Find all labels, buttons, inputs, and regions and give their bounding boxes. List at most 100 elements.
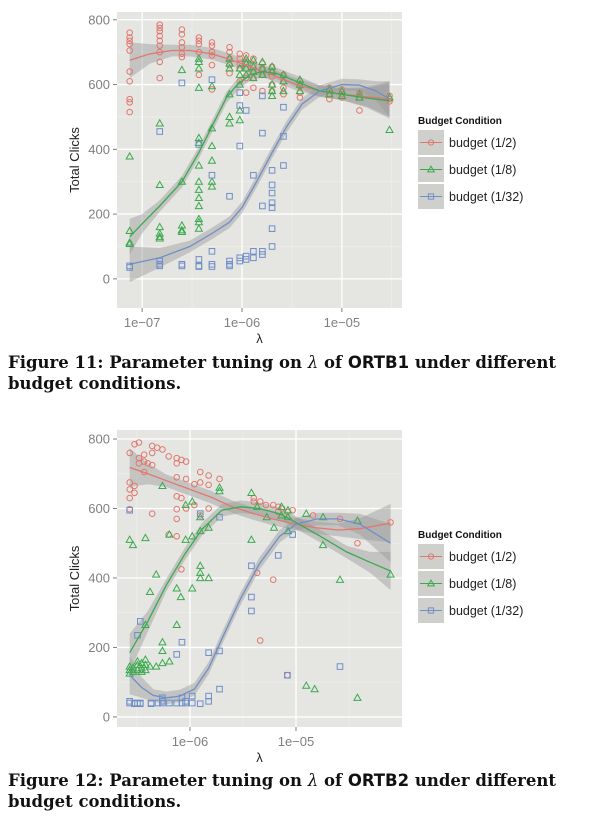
data-point-circle <box>126 47 133 54</box>
data-point-circle <box>195 71 203 79</box>
data-point-square <box>216 513 223 521</box>
data-point-triangle <box>325 89 334 98</box>
data-point-triangle <box>385 125 394 133</box>
data-point-square <box>226 262 233 270</box>
data-point-triangle <box>187 496 197 505</box>
data-point-square <box>236 142 244 150</box>
caption-prefix: Figure 12: <box>8 771 104 790</box>
data-point-square <box>195 141 203 148</box>
data-point-circle <box>126 95 133 103</box>
data-point-circle <box>156 24 164 32</box>
data-point-square <box>226 192 233 200</box>
data-point-circle <box>269 576 277 584</box>
data-point-triangle <box>335 575 345 583</box>
data-point-circle <box>126 494 133 502</box>
legend-key-square <box>427 607 435 614</box>
data-point-triangle <box>141 620 150 628</box>
legend-key-circle <box>427 139 435 146</box>
y-tick-label: 400 <box>88 142 110 157</box>
data-point-circle <box>205 481 212 489</box>
data-point-square <box>126 264 133 271</box>
data-point-circle <box>178 494 185 502</box>
data-point-triangle <box>125 151 135 160</box>
y-tick-label: 0 <box>103 709 110 724</box>
caption-symbol: λ <box>307 771 319 790</box>
data-point-triangle <box>194 160 204 169</box>
data-point-circle <box>178 26 186 33</box>
data-point-triangle <box>177 65 187 74</box>
data-point-circle <box>195 37 203 45</box>
data-point-square <box>126 699 133 707</box>
data-point-triangle <box>301 681 311 689</box>
data-point-circle <box>126 449 133 457</box>
data-point-triangle <box>225 58 234 67</box>
caption-text-c: under different budget conditions. <box>8 353 556 393</box>
data-point-triangle <box>194 201 204 210</box>
data-point-circle <box>148 510 156 518</box>
data-point-circle <box>182 475 190 483</box>
data-point-triangle <box>215 483 224 491</box>
data-point-circle <box>126 479 133 486</box>
data-point-triangle <box>195 526 205 535</box>
data-point-square <box>248 562 255 570</box>
data-point-triangle <box>252 502 262 510</box>
data-point-triangle <box>187 583 197 592</box>
caption-text-b: of <box>323 771 343 790</box>
caption-text-c: under different budget conditions. <box>8 771 556 811</box>
data-point-circle <box>126 108 133 116</box>
legend-key-square <box>427 193 435 200</box>
data-point-circle <box>208 39 216 46</box>
data-point-circle <box>131 489 138 497</box>
data-point-square <box>195 256 203 263</box>
data-point-triangle <box>137 667 146 675</box>
y-tick-label: 600 <box>88 77 110 92</box>
legend-key-circle <box>427 553 435 560</box>
data-point-triangle <box>151 569 161 578</box>
caption-model: ORTB1 <box>347 353 410 372</box>
data-point-circle <box>242 89 250 96</box>
data-point-triangle <box>279 76 288 85</box>
data-point-triangle <box>225 89 234 98</box>
series-budget-1-8- <box>125 481 395 701</box>
series-budget-1-8- <box>125 54 394 247</box>
data-point-circle <box>195 40 203 48</box>
data-point-circle <box>242 52 250 59</box>
data-point-square <box>242 256 250 263</box>
data-point-circle <box>354 539 361 547</box>
data-point-circle <box>156 58 164 66</box>
legend-key-triangle <box>426 579 436 587</box>
data-point-square <box>208 248 216 255</box>
data-point-circle <box>205 505 212 512</box>
data-point-circle <box>256 637 264 644</box>
legend-label: budget (1/2) <box>449 550 516 564</box>
data-point-circle <box>226 43 233 51</box>
data-point-circle <box>208 61 216 69</box>
data-point-triangle <box>235 115 245 124</box>
data-point-triangle <box>158 481 167 490</box>
y-axis-label: Total Clicks <box>67 127 82 193</box>
data-point-square <box>268 243 276 250</box>
data-point-square <box>126 506 133 514</box>
data-point-triangle <box>158 658 167 667</box>
confidence-band <box>129 78 390 283</box>
data-point-square <box>250 248 257 255</box>
data-point-triangle <box>295 86 305 95</box>
data-point-square <box>205 649 212 656</box>
data-point-square <box>242 107 250 114</box>
data-point-square <box>166 699 173 707</box>
legend-label: budget (1/32) <box>449 190 523 204</box>
caption-prefix: Figure 11: <box>8 353 104 372</box>
chart-ortb1: 0 200 400 600 800 1e−07 1e−06 1e−05 λ Total Click… <box>67 12 523 346</box>
y-tick-label: 400 <box>88 570 110 585</box>
data-point-square <box>268 199 276 207</box>
legend-label: budget (1/8) <box>449 577 516 591</box>
data-point-triangle <box>207 81 217 90</box>
data-point-triangle <box>155 232 165 240</box>
data-point-circle <box>205 472 212 479</box>
data-point-triangle <box>318 512 328 521</box>
data-point-circle <box>195 34 203 41</box>
data-point-triangle <box>151 661 161 670</box>
data-point-circle <box>173 505 181 513</box>
data-point-square <box>196 510 204 518</box>
x-tick-label: 1e−05 <box>278 734 315 749</box>
